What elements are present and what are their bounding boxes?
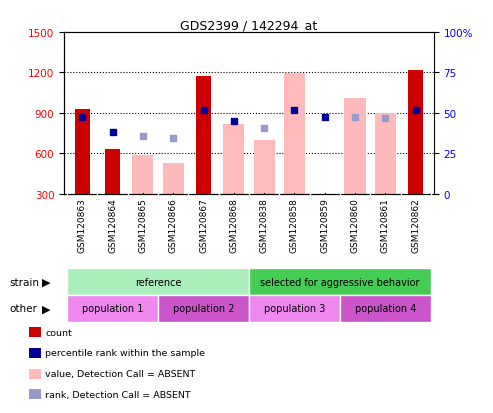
Bar	[67, 268, 249, 295]
Text: population 4: population 4	[354, 304, 416, 314]
Bar	[163, 163, 184, 194]
Bar	[375, 114, 396, 194]
Bar	[158, 295, 249, 322]
Text: count: count	[45, 328, 72, 337]
Title: GDS2399 / 142294_at: GDS2399 / 142294_at	[180, 19, 317, 32]
Bar	[249, 268, 431, 295]
Text: GSM120867: GSM120867	[199, 198, 208, 253]
Text: ▶: ▶	[42, 277, 50, 287]
Bar	[249, 295, 340, 322]
Text: GSM120861: GSM120861	[381, 198, 390, 253]
Bar	[223, 124, 245, 194]
Text: GSM120868: GSM120868	[229, 198, 238, 253]
Text: selected for aggressive behavior: selected for aggressive behavior	[260, 277, 420, 287]
Text: GSM120838: GSM120838	[260, 198, 269, 253]
Text: GSM120858: GSM120858	[290, 198, 299, 253]
Text: population 1: population 1	[82, 304, 143, 314]
Bar	[196, 77, 211, 194]
Bar	[75, 109, 90, 194]
Bar	[284, 74, 305, 194]
Text: GSM120865: GSM120865	[139, 198, 147, 253]
Text: GSM120864: GSM120864	[108, 198, 117, 252]
Bar	[408, 71, 423, 194]
Bar	[345, 99, 366, 194]
Text: GSM120862: GSM120862	[411, 198, 420, 252]
Text: strain: strain	[10, 277, 40, 287]
Text: GSM120860: GSM120860	[351, 198, 359, 253]
Bar	[340, 295, 431, 322]
Bar	[29, 369, 40, 379]
Text: ▶: ▶	[42, 304, 50, 314]
Bar	[253, 140, 275, 194]
Text: GSM120859: GSM120859	[320, 198, 329, 253]
Text: reference: reference	[135, 277, 181, 287]
Text: percentile rank within the sample: percentile rank within the sample	[45, 349, 206, 358]
Text: other: other	[10, 304, 38, 314]
Text: population 2: population 2	[173, 304, 234, 314]
Text: population 3: population 3	[264, 304, 325, 314]
Text: GSM120863: GSM120863	[78, 198, 87, 253]
Text: value, Detection Call = ABSENT: value, Detection Call = ABSENT	[45, 369, 196, 378]
Bar	[105, 150, 120, 194]
Text: rank, Detection Call = ABSENT: rank, Detection Call = ABSENT	[45, 390, 191, 399]
Text: GSM120866: GSM120866	[169, 198, 177, 253]
Bar	[132, 155, 153, 194]
Bar	[29, 348, 40, 358]
Bar	[67, 295, 158, 322]
Bar	[29, 328, 40, 337]
Bar	[29, 389, 40, 399]
